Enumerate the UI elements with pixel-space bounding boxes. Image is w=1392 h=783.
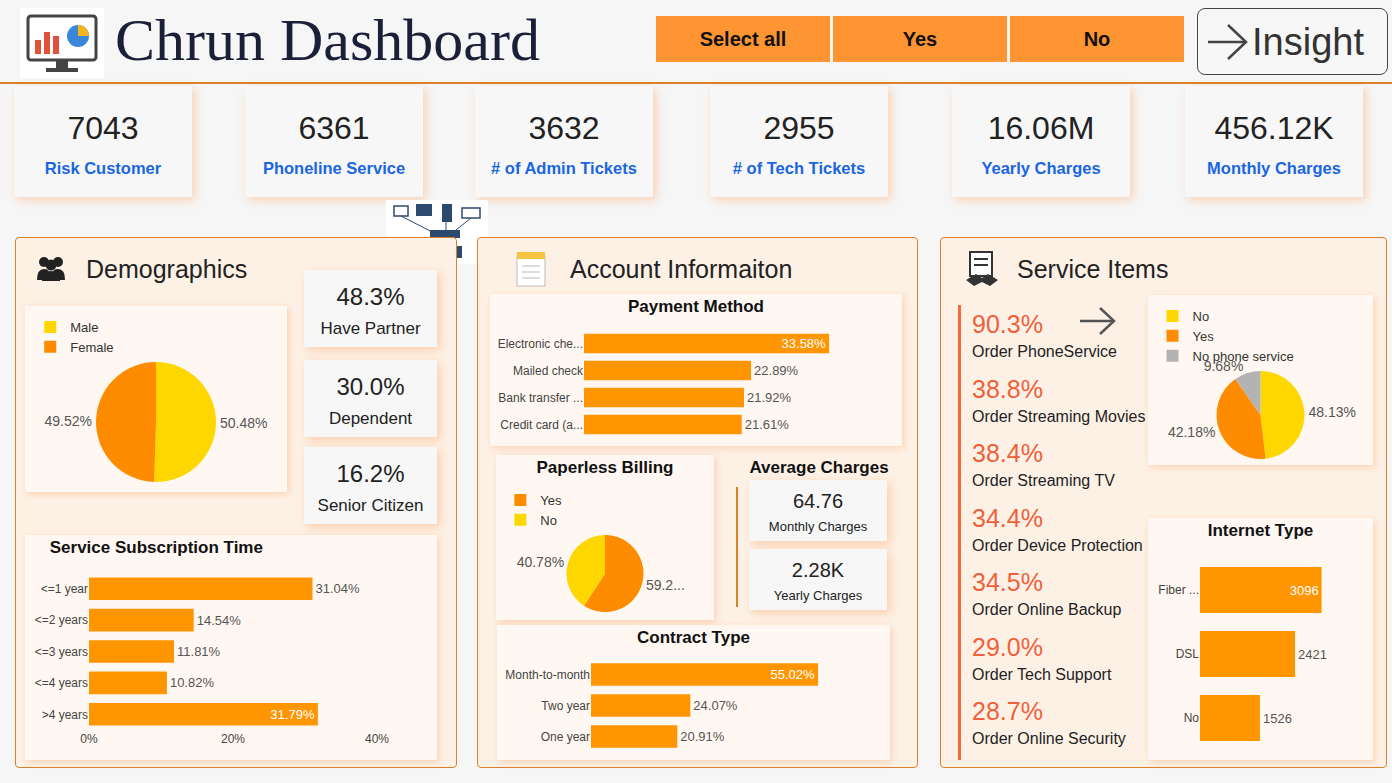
html-text:# of Admin Tickets: # of Admin Tickets — [491, 159, 637, 177]
svg-text:Payment Method: Payment Method — [628, 297, 764, 316]
svg-text:2421: 2421 — [1298, 647, 1327, 662]
html-text:Risk Customer: Risk Customer — [44, 159, 162, 177]
svg-text:33.58%: 33.58% — [782, 336, 827, 351]
svg-text:Internet Type: Internet Type — [1208, 521, 1313, 540]
html-text:2.28K: 2.28K — [791, 559, 845, 581]
html-text:Order Device Protection: Order Device Protection — [972, 536, 1143, 554]
html-text:Order Tech Support: Order Tech Support — [972, 665, 1112, 683]
html-text:64.76: 64.76 — [793, 490, 843, 512]
html-text:# of Tech Tickets: # of Tech Tickets — [732, 159, 866, 177]
html-text:29.0%: 29.0% — [972, 632, 1043, 661]
svg-text:1526: 1526 — [1263, 711, 1292, 726]
html-text:Yes: Yes — [902, 28, 938, 50]
html-text:456.12K: 456.12K — [1214, 110, 1334, 146]
svg-text:0%: 0% — [80, 732, 98, 746]
svg-text:No: No — [1184, 711, 1200, 725]
html-text:Dependent: Dependent — [328, 409, 413, 428]
html-text:Order Online Backup: Order Online Backup — [972, 601, 1122, 618]
svg-text:No: No — [540, 513, 557, 528]
svg-text:10.82%: 10.82% — [170, 675, 215, 690]
html-text:Monthly Charges: Monthly Charges — [1207, 159, 1341, 177]
svg-text:31.04%: 31.04% — [315, 581, 360, 596]
svg-text:11.81%: 11.81% — [177, 644, 221, 659]
svg-text:20%: 20% — [221, 732, 245, 746]
html-text:Chrun Dashboard: Chrun Dashboard — [115, 7, 540, 73]
svg-text:Female: Female — [70, 340, 113, 355]
svg-text:One year: One year — [541, 730, 590, 744]
svg-text:DSL: DSL — [1176, 647, 1200, 661]
svg-text:3096: 3096 — [1290, 583, 1319, 598]
html-text:Account Informaiton: Account Informaiton — [570, 255, 793, 283]
svg-text:Paperless Billing: Paperless Billing — [537, 458, 674, 477]
svg-text:40%: 40% — [365, 732, 389, 746]
html-text:Yearly Charges: Yearly Charges — [773, 588, 863, 603]
html-text:Senior Citizen: Senior Citizen — [317, 496, 424, 515]
svg-text:55.02%: 55.02% — [771, 667, 816, 682]
svg-text:9.68%: 9.68% — [1203, 357, 1244, 374]
html-text:6361: 6361 — [298, 110, 370, 146]
svg-text:31.79%: 31.79% — [270, 707, 315, 722]
html-text:16.2%: 16.2% — [336, 460, 405, 487]
svg-text:Mailed check: Mailed check — [513, 364, 584, 378]
svg-text:Service Subscription Time: Service Subscription Time — [50, 538, 263, 557]
svg-text:Fiber ...: Fiber ... — [1158, 583, 1199, 597]
html-text:Order PhoneService: Order PhoneService — [972, 343, 1117, 360]
html-text:48.3%: 48.3% — [336, 283, 405, 310]
svg-text:Yes: Yes — [1193, 329, 1215, 344]
html-text:38.4%: 38.4% — [972, 439, 1043, 467]
html-text:Yearly Charges: Yearly Charges — [981, 159, 1101, 177]
svg-text:Male: Male — [70, 320, 98, 335]
svg-text:21.61%: 21.61% — [745, 417, 790, 432]
svg-text:Month-to-month: Month-to-month — [505, 668, 590, 682]
html-text:Have Partner: Have Partner — [320, 319, 421, 338]
svg-text:40.78%: 40.78% — [517, 554, 564, 570]
svg-text:<=3 years: <=3 years — [35, 645, 88, 659]
svg-text:Two year: Two year — [541, 699, 590, 713]
html-text:7043: 7043 — [67, 110, 139, 146]
svg-text:<=2 years: <=2 years — [35, 613, 88, 627]
svg-text:Credit card (a...: Credit card (a... — [500, 418, 583, 432]
html-text:Phoneline Service: Phoneline Service — [262, 159, 406, 177]
svg-text:14.54%: 14.54% — [197, 613, 242, 628]
html-text:Order Streaming TV: Order Streaming TV — [972, 472, 1115, 489]
svg-text:Electronic che...: Electronic che... — [498, 337, 583, 351]
html-text:3632: 3632 — [528, 110, 600, 146]
html-text:28.7%: 28.7% — [972, 697, 1043, 725]
svg-text:>4 years: >4 years — [42, 708, 88, 722]
html-text:90.3%: 90.3% — [972, 310, 1043, 338]
svg-text:20.91%: 20.91% — [680, 729, 725, 744]
svg-text:49.52%: 49.52% — [45, 413, 92, 429]
html-text:34.4%: 34.4% — [972, 503, 1043, 532]
html-text:Order Streaming Movies: Order Streaming Movies — [972, 407, 1146, 425]
html-text:Service Items: Service Items — [1017, 255, 1169, 283]
svg-text:No: No — [1193, 309, 1210, 324]
svg-text:22.89%: 22.89% — [754, 363, 799, 378]
svg-text:Yes: Yes — [540, 493, 562, 508]
svg-text:21.92%: 21.92% — [747, 390, 792, 405]
svg-text:42.18%: 42.18% — [1168, 424, 1215, 440]
html-text:Insight: Insight — [1252, 21, 1364, 63]
html-text:Order Online Security: Order Online Security — [972, 730, 1126, 747]
svg-text:Contract Type: Contract Type — [637, 628, 750, 647]
html-text:Monthly Charges: Monthly Charges — [768, 519, 868, 534]
svg-text:<=4 years: <=4 years — [35, 676, 88, 690]
html-text:38.8%: 38.8% — [972, 374, 1043, 403]
html-text:Select all: Select all — [699, 28, 787, 50]
html-text:Demographics: Demographics — [86, 255, 248, 283]
html-text:16.06M: 16.06M — [987, 110, 1095, 146]
html-text:Average Charges: Average Charges — [749, 458, 889, 477]
svg-text:No phone service: No phone service — [1193, 349, 1294, 364]
svg-text:24.07%: 24.07% — [693, 698, 738, 713]
svg-text:59.2...: 59.2... — [646, 577, 685, 593]
svg-text:<=1 year: <=1 year — [41, 582, 88, 596]
svg-text:50.48%: 50.48% — [220, 415, 267, 431]
svg-text:Bank transfer ...: Bank transfer ... — [498, 391, 583, 405]
html-text:No: No — [1083, 28, 1111, 50]
html-text:34.5%: 34.5% — [972, 568, 1043, 596]
html-text:2955: 2955 — [763, 110, 835, 146]
svg-text:48.13%: 48.13% — [1308, 404, 1355, 420]
html-text:30.0%: 30.0% — [336, 373, 405, 400]
